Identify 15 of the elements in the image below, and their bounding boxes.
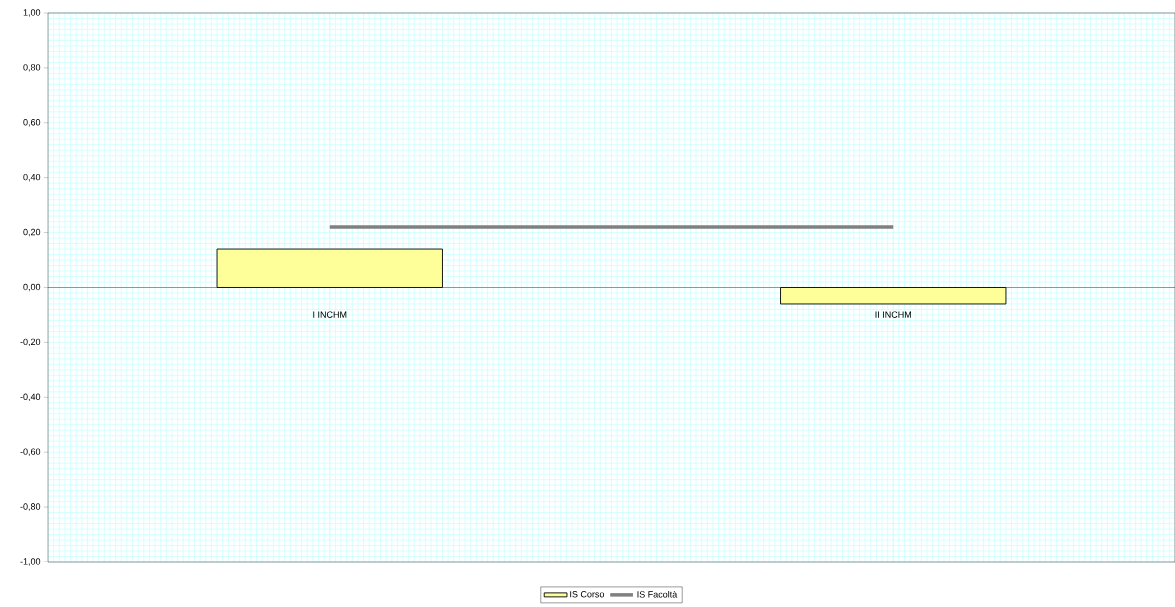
legend-label: IS Facoltà (637, 590, 678, 598)
y-tick-label: -0,80 (20, 503, 41, 511)
y-tick-label: -0,60 (20, 448, 41, 456)
y-tick-label: 0,40 (23, 173, 41, 182)
y-tick-label: -0,40 (20, 393, 41, 401)
x-tick-label: I INCHM (313, 311, 347, 318)
legend-label: IS Corso (570, 591, 605, 598)
y-tick-label: 1,00 (23, 9, 41, 17)
y-tick-label: -0,20 (20, 338, 41, 347)
y-tick-label: -1,00 (20, 558, 41, 566)
x-tick-label: II INCHM (875, 311, 911, 318)
y-tick-label: 0,20 (23, 228, 41, 237)
y-tick-label: 0,00 (23, 283, 41, 292)
y-tick-label: 0,60 (23, 119, 41, 127)
y-tick-label: 0,80 (23, 64, 41, 72)
